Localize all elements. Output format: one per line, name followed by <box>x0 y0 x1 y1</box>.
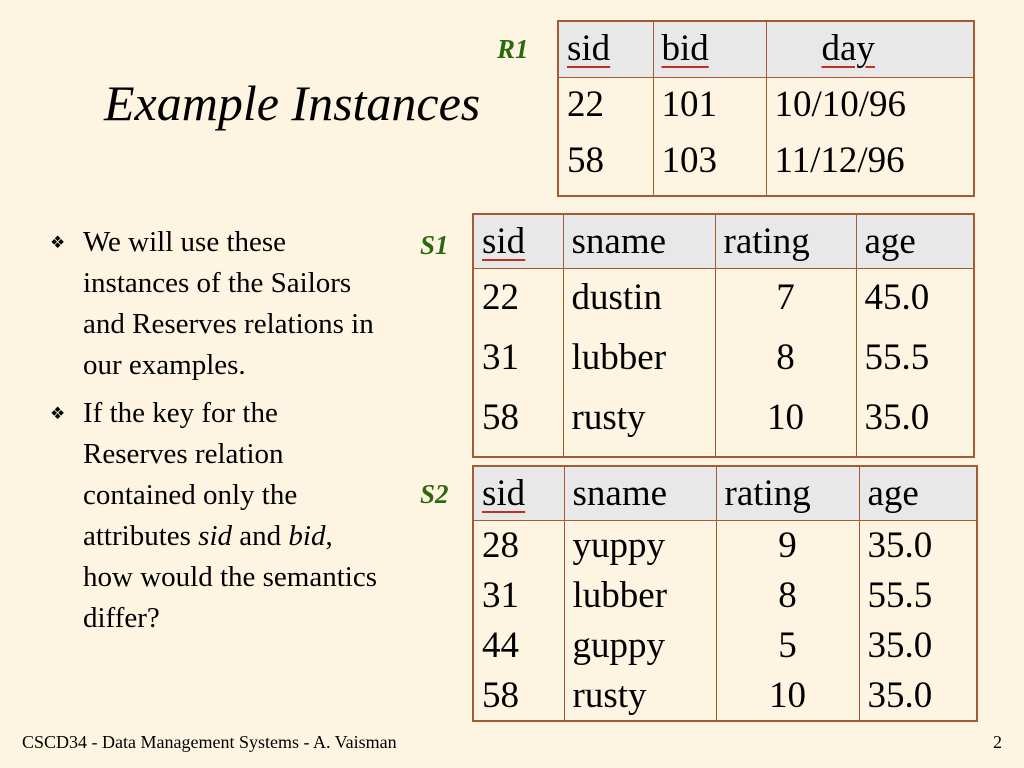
bullet-text-segment: If the key for the Reserves relation con… <box>83 397 298 552</box>
table-cell: lubber <box>563 576 716 627</box>
column-header-sname: sname <box>563 466 716 521</box>
bullet-text-segment: We will use these instances of the Sailo… <box>83 226 374 381</box>
table-cell: 35.0 <box>858 520 977 577</box>
column-header-age: age <box>855 214 974 269</box>
bullet-text: We will use these instances of the Sailo… <box>83 226 374 381</box>
table-cell: 35.0 <box>858 626 977 677</box>
table-row: 28 yuppy 9 35.0 <box>472 520 977 577</box>
column-header-label: age <box>867 473 919 514</box>
table-cell: 9 <box>715 520 859 577</box>
table-cell: 31 <box>472 338 563 399</box>
bullet-text-segment: , how would the semantics differ? <box>83 520 377 634</box>
column-header-sid: sid <box>557 21 653 78</box>
table-cell: 55.5 <box>855 338 974 399</box>
table-cell: 35.0 <box>855 398 974 457</box>
column-header-label: sid <box>482 221 526 262</box>
column-header-sid: sid <box>472 214 563 269</box>
table-cell: 10 <box>715 676 859 721</box>
bullet-text-segment: bid <box>288 520 326 552</box>
bullet-text-segment: sid <box>198 520 233 552</box>
table-cell: lubber <box>562 338 715 399</box>
table-cell: 8 <box>714 338 856 399</box>
column-header-label: age <box>864 221 916 262</box>
table-cell: yuppy <box>563 520 716 577</box>
table-cell: guppy <box>563 626 716 677</box>
table-row: 31 lubber 8 55.5 <box>472 338 974 399</box>
table-cell: 58 <box>557 141 653 196</box>
column-header-label: sid <box>567 28 611 69</box>
table-row: 58 rusty 10 35.0 <box>472 398 974 457</box>
table-cell: 5 <box>715 626 859 677</box>
s2-label: S2 <box>420 479 449 509</box>
table-header-row: sid sname rating age <box>472 466 977 521</box>
column-header-label: day <box>821 28 875 69</box>
s1-label: S1 <box>420 230 449 260</box>
footer-text: CSCD34 - Data Management Systems - A. Va… <box>22 732 397 752</box>
table-row: 58 rusty 10 35.0 <box>472 676 977 721</box>
column-header-label: rating <box>724 473 811 514</box>
table-r1: sid bid day 22 101 10/10/96 58 103 11/12/96 <box>557 20 975 197</box>
table-cell: 44 <box>472 626 564 677</box>
bullet-item: ❖ We will use these instances of the Sai… <box>46 222 386 386</box>
table-cell: 7 <box>714 268 856 339</box>
table-header-row: sid bid day <box>557 21 974 78</box>
table-header-row: sid sname rating age <box>472 214 974 269</box>
table-cell: 10/10/96 <box>765 77 974 142</box>
column-header-rating: rating <box>714 214 856 269</box>
table-cell: rusty <box>562 398 715 457</box>
table-cell: dustin <box>562 268 715 339</box>
page-number: 2 <box>993 732 1002 752</box>
bullet-item: ❖ If the key for the Reserves relation c… <box>46 393 386 639</box>
table-cell: 35.0 <box>858 676 977 721</box>
table-row: 31 lubber 8 55.5 <box>472 576 977 627</box>
column-header-label: sname <box>572 473 668 514</box>
table-row: 22 101 10/10/96 <box>557 77 974 142</box>
column-header-label: sname <box>571 221 667 262</box>
table-cell: 45.0 <box>855 268 974 339</box>
diamond-bullet-icon: ❖ <box>50 233 66 252</box>
column-header-sid: sid <box>472 466 564 521</box>
table-cell: 22 <box>557 77 653 142</box>
column-header-label: sid <box>482 473 526 514</box>
table-row: 44 guppy 5 35.0 <box>472 626 977 677</box>
table-cell: 103 <box>652 141 766 196</box>
table-cell: 28 <box>472 520 564 577</box>
bullet-list: ❖ We will use these instances of the Sai… <box>46 222 386 646</box>
table-row: 58 103 11/12/96 <box>557 141 974 196</box>
table-cell: 31 <box>472 576 564 627</box>
bullet-text-segment: and <box>232 520 289 552</box>
column-header-label: rating <box>723 221 810 262</box>
slide-title: Example Instances <box>104 75 481 131</box>
table-cell: 55.5 <box>858 576 977 627</box>
table-cell: 58 <box>472 398 563 457</box>
bullet-text: If the key for the Reserves relation con… <box>83 397 377 634</box>
table-cell: rusty <box>563 676 716 721</box>
column-header-sname: sname <box>562 214 715 269</box>
column-header-label: bid <box>661 28 709 69</box>
table-cell: 58 <box>472 676 564 721</box>
table-cell: 11/12/96 <box>765 141 974 196</box>
column-header-day: day <box>765 21 974 78</box>
column-header-age: age <box>858 466 977 521</box>
table-row: 22 dustin 7 45.0 <box>472 268 974 339</box>
table-cell: 101 <box>652 77 766 142</box>
table-s1: sid sname rating age 22 dustin 7 45.0 31 lubber 8… <box>472 213 975 458</box>
r1-label: R1 <box>497 34 529 64</box>
diamond-bullet-icon: ❖ <box>50 404 66 423</box>
table-s2: sid sname rating age 28 yuppy 9 35.0 31 lubber 8 5… <box>472 465 978 722</box>
column-header-bid: bid <box>652 21 766 78</box>
column-header-rating: rating <box>715 466 859 521</box>
table-cell: 22 <box>472 268 563 339</box>
table-cell: 10 <box>714 398 856 457</box>
table-cell: 8 <box>715 576 859 627</box>
